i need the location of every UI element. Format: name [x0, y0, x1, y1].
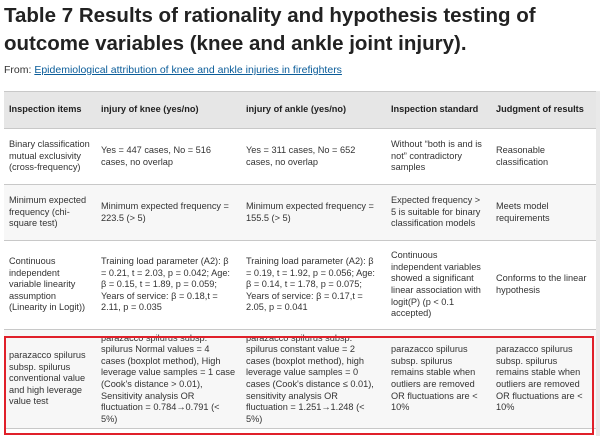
column-header-judgment: Judgment of results — [491, 91, 597, 129]
column-header-knee-injury: injury of knee (yes/no) — [96, 91, 241, 129]
table-cell: Yes = 311 cases, No = 652 cases, no over… — [241, 128, 386, 185]
table-row: Minimum expected frequency (chi-square t… — [4, 184, 597, 241]
table-cell: Minimum expected frequency (chi-square t… — [4, 184, 96, 241]
table-row-highlighted: parazacco spilurus subsp. spilurus conve… — [4, 329, 597, 429]
table-row: Binary classification mutual exclusivity… — [4, 128, 597, 185]
table-cell: Yes = 447 cases, No = 516 cases, no over… — [96, 128, 241, 185]
table-cell: Continuous independent variables showed … — [386, 240, 491, 330]
column-header-inspection-items: Inspection items — [4, 91, 96, 129]
table-cell: Continuous independent variable linearit… — [4, 240, 96, 330]
column-header-ankle-injury: injury of ankle (yes/no) — [241, 91, 386, 129]
table-cell: parazacco spilurus subsp. spilurus Norma… — [96, 329, 241, 429]
table-cell: parazacco spilurus subsp. spilurus const… — [241, 329, 386, 429]
source-article-link[interactable]: Epidemiological attribution of knee and … — [34, 64, 342, 76]
table-cell: parazacco spilurus subsp. spilurus remai… — [491, 329, 597, 429]
table-cell: Training load parameter (A2): β = 0.21, … — [96, 240, 241, 330]
table-cell: Conforms to the linear hypothesis — [491, 240, 597, 330]
page-title: Table 7 Results of rationality and hypot… — [4, 4, 536, 55]
column-header-inspection-standard: Inspection standard — [386, 91, 491, 129]
scrollbar-track[interactable] — [596, 91, 600, 436]
results-table: Inspection items injury of knee (yes/no)… — [4, 91, 597, 429]
table-header-row: Inspection items injury of knee (yes/no)… — [4, 91, 597, 129]
table-cell: Expected frequency > 5 is suitable for b… — [386, 184, 491, 241]
table-cell: parazacco spilurus subsp. spilurus conve… — [4, 329, 96, 429]
table-cell: Minimum expected frequency = 223.5 (> 5) — [96, 184, 241, 241]
table-cell: Binary classification mutual exclusivity… — [4, 128, 96, 185]
source-prefix: From: — [4, 64, 32, 76]
table-cell: Without “both is and is not” contradicto… — [386, 128, 491, 185]
table-cell: parazacco spilurus subsp. spilurus remai… — [386, 329, 491, 429]
table-cell: Training load parameter (A2): β = 0.19, … — [241, 240, 386, 330]
table-row: Continuous independent variable linearit… — [4, 240, 597, 330]
table-cell: Minimum expected frequency = 155.5 (> 5) — [241, 184, 386, 241]
table-cell: Meets model requirements — [491, 184, 597, 241]
table-cell: Reasonable classification — [491, 128, 597, 185]
source-line: From: Epidemiological attribution of kne… — [4, 63, 342, 77]
